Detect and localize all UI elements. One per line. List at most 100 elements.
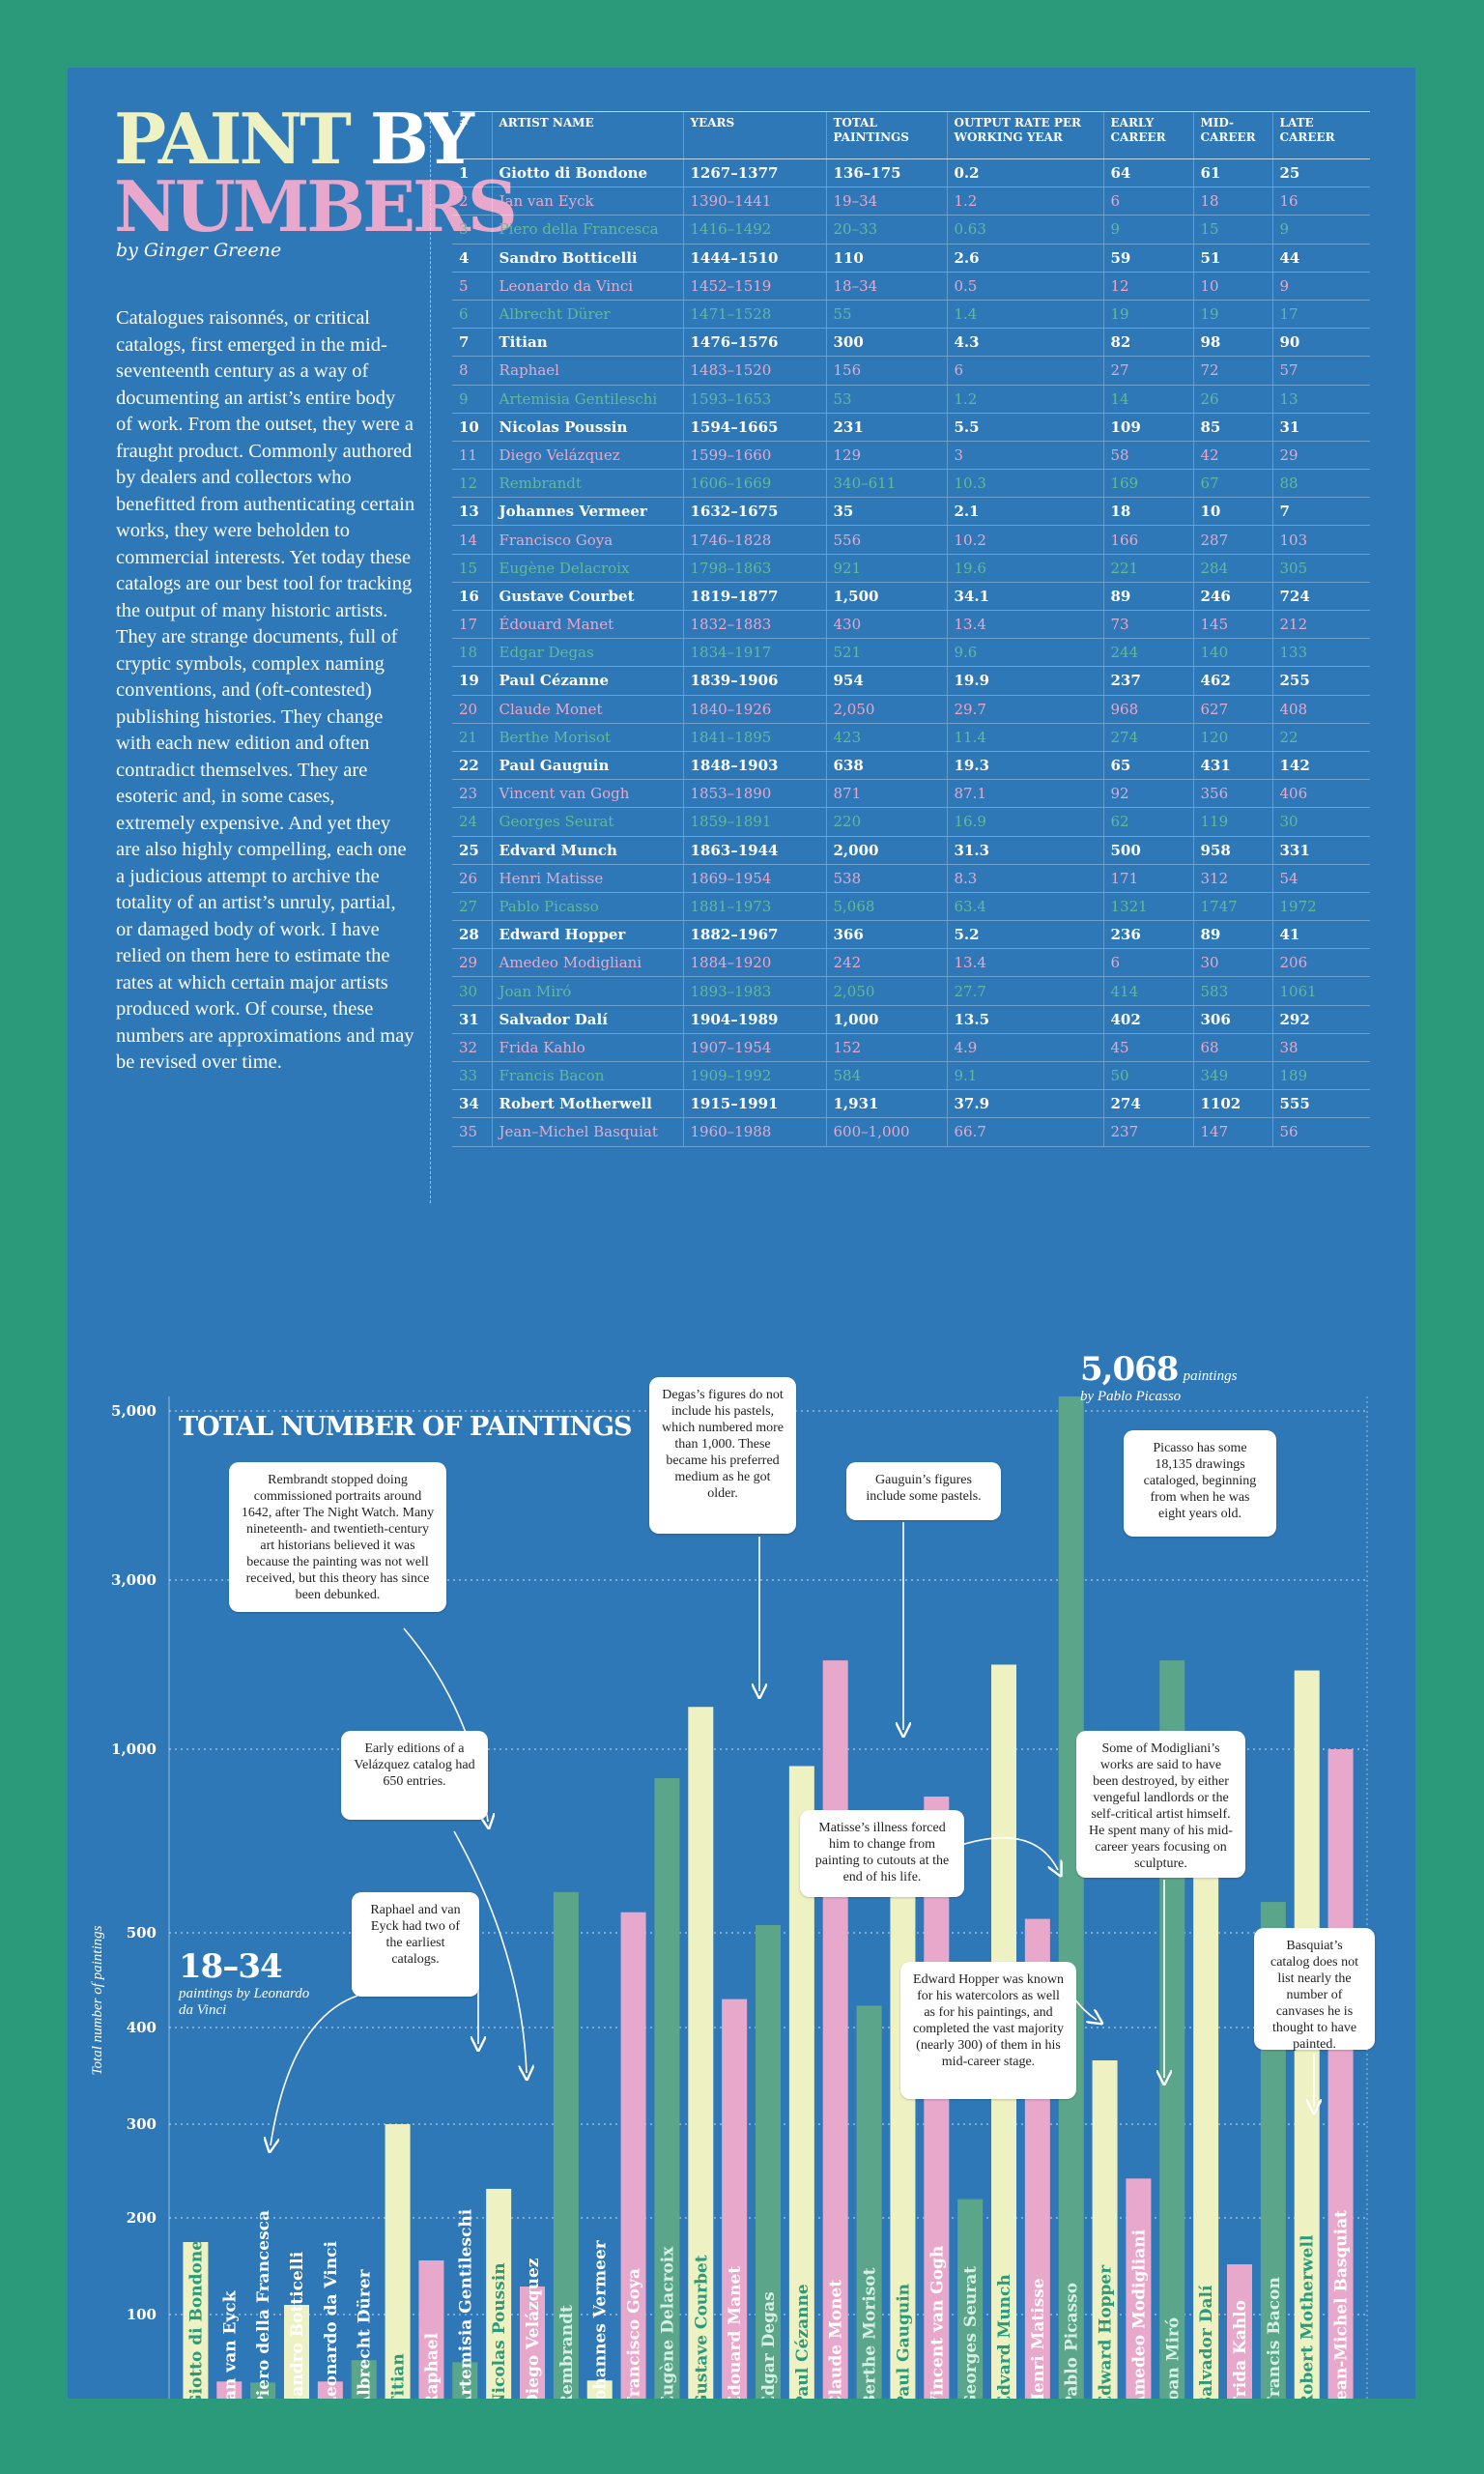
table-cell: 16.9 bbox=[946, 807, 1103, 837]
table-cell: 142 bbox=[1271, 751, 1370, 781]
title-line-1: PAINT BY bbox=[114, 104, 474, 174]
table-cell: 1444–1510 bbox=[682, 244, 826, 273]
table-cell: 27 bbox=[1102, 356, 1193, 386]
table-cell: 402 bbox=[1102, 1005, 1193, 1034]
table-cell: Paul Cézanne bbox=[491, 666, 683, 696]
table-row: 26 Henri Matisse 1869–1954 538 8.3 171 312 54 bbox=[452, 864, 1370, 893]
table-cell: 88 bbox=[1271, 469, 1370, 499]
table-cell: 9 bbox=[1271, 272, 1370, 301]
table-cell: 1839–1906 bbox=[682, 666, 826, 696]
table-cell: 1869–1954 bbox=[682, 864, 826, 893]
table-cell: 29 bbox=[1271, 441, 1370, 471]
table-cell: 19 bbox=[1192, 300, 1272, 330]
y-tick-label: 400 bbox=[127, 2019, 157, 2036]
bar-label: Georges Seurat bbox=[961, 2266, 981, 2399]
table-cell: 53 bbox=[825, 385, 947, 414]
bar bbox=[1126, 2178, 1152, 2399]
table-cell: 10.2 bbox=[946, 525, 1103, 555]
table-cell: 12 bbox=[1102, 272, 1193, 301]
bar-label: Giotto di Bondone bbox=[186, 2240, 206, 2399]
table-row: 34 Robert Motherwell 1915–1991 1,931 37.9 274… bbox=[452, 1089, 1370, 1119]
table-cell: 8 bbox=[452, 356, 492, 386]
table-cell: 1594–1665 bbox=[682, 413, 826, 442]
table-cell: 1746–1828 bbox=[682, 525, 826, 555]
table-cell: 206 bbox=[1271, 948, 1370, 978]
bar-label: Vincent van Gogh bbox=[928, 2246, 947, 2399]
bar bbox=[250, 2382, 276, 2399]
table-cell: 7 bbox=[452, 328, 492, 358]
table-cell: 13.5 bbox=[946, 1005, 1103, 1034]
table-cell: Vincent van Gogh bbox=[491, 779, 683, 809]
table-cell: 1,000 bbox=[825, 1005, 947, 1034]
table-cell: 1972 bbox=[1271, 892, 1370, 922]
table-cell: 30 bbox=[452, 976, 492, 1006]
table-cell: Piero della Francesca bbox=[491, 215, 683, 245]
gauguin-callout: Gauguin’s figures include some pastels. bbox=[846, 1462, 1001, 1520]
table-cell: 23 bbox=[452, 779, 492, 809]
table-cell: 331 bbox=[1271, 836, 1370, 865]
table-cell: 4 bbox=[452, 244, 492, 273]
table-cell: 1476–1576 bbox=[682, 328, 826, 358]
table-cell: 38 bbox=[1271, 1033, 1370, 1063]
table-cell: Francis Bacon bbox=[491, 1061, 683, 1091]
table-cell: 27 bbox=[452, 892, 492, 922]
table-cell: 287 bbox=[1192, 525, 1272, 555]
table-cell: 231 bbox=[825, 413, 947, 442]
table-cell: 1819–1877 bbox=[682, 582, 826, 612]
table-cell: 51 bbox=[1192, 244, 1272, 273]
title-word-paint: PAINT bbox=[114, 98, 352, 180]
table-cell: 1840–1926 bbox=[682, 695, 826, 724]
table-cell: 9 bbox=[1102, 215, 1193, 245]
table-cell: 968 bbox=[1102, 695, 1193, 724]
table-cell: Robert Motherwell bbox=[491, 1089, 683, 1119]
table-row: 13 Johannes Vermeer 1632–1675 35 2.1 18 10 7 bbox=[452, 497, 1370, 527]
bar bbox=[1327, 1749, 1354, 2399]
table-cell: 26 bbox=[452, 864, 492, 893]
table-row: 33 Francis Bacon 1909–1992 584 9.1 50 349 189 bbox=[452, 1061, 1370, 1091]
table-cell: 13 bbox=[452, 497, 492, 527]
table-cell: 430 bbox=[825, 610, 947, 640]
table-cell: Artemisia Gentileschi bbox=[491, 385, 683, 414]
table-cell: 89 bbox=[1192, 920, 1272, 950]
table-cell: 67 bbox=[1192, 469, 1272, 499]
table-header-cell: # bbox=[452, 111, 492, 159]
table-cell: 54 bbox=[1271, 864, 1370, 893]
table-header-cell: EARLY CAREER bbox=[1102, 111, 1193, 159]
table-cell: 871 bbox=[825, 779, 947, 809]
table-cell: Joan Miró bbox=[491, 976, 683, 1006]
table-cell: 169 bbox=[1102, 469, 1193, 499]
bar-label: Jan van Eyck bbox=[220, 2289, 240, 2399]
picasso-highlight-sub2: by Pablo Picasso bbox=[1080, 1389, 1182, 1404]
bar bbox=[216, 2381, 243, 2399]
bar bbox=[822, 1660, 848, 2399]
table-cell: 89 bbox=[1102, 582, 1193, 612]
table-cell: 2,050 bbox=[825, 695, 947, 724]
table-cell: 33 bbox=[452, 1061, 492, 1091]
table-cell: 18 bbox=[452, 638, 492, 668]
table-cell: 10 bbox=[452, 413, 492, 442]
table-cell: Diego Velázquez bbox=[491, 441, 683, 471]
table-cell: 0.2 bbox=[946, 158, 1103, 188]
table-cell: 1915–1991 bbox=[682, 1089, 826, 1119]
table-cell: 19.9 bbox=[946, 666, 1103, 696]
table-cell: 25 bbox=[1271, 158, 1370, 188]
bar-label: Paul Gauguin bbox=[894, 2284, 913, 2399]
table-cell: 1882–1967 bbox=[682, 920, 826, 950]
table-cell: 18 bbox=[1102, 497, 1193, 527]
table-cell: 1416–1492 bbox=[682, 215, 826, 245]
y-tick-label: 200 bbox=[127, 2209, 157, 2227]
table-cell: 312 bbox=[1192, 864, 1272, 893]
table-cell: 237 bbox=[1102, 1117, 1193, 1147]
table-cell: 171 bbox=[1102, 864, 1193, 893]
table-cell: 1.2 bbox=[946, 385, 1103, 414]
table-cell: 120 bbox=[1192, 723, 1272, 752]
table-cell: Johannes Vermeer bbox=[491, 497, 683, 527]
table-cell: 356 bbox=[1192, 779, 1272, 809]
table-cell: 600–1,000 bbox=[825, 1117, 947, 1147]
table-cell: 64 bbox=[1102, 158, 1193, 188]
table-cell: 31.3 bbox=[946, 836, 1103, 865]
callout-arrow bbox=[957, 1836, 1058, 1870]
y-tick-label: 500 bbox=[127, 1924, 157, 1942]
table-cell: 1599–1660 bbox=[682, 441, 826, 471]
table-cell: 584 bbox=[825, 1061, 947, 1091]
